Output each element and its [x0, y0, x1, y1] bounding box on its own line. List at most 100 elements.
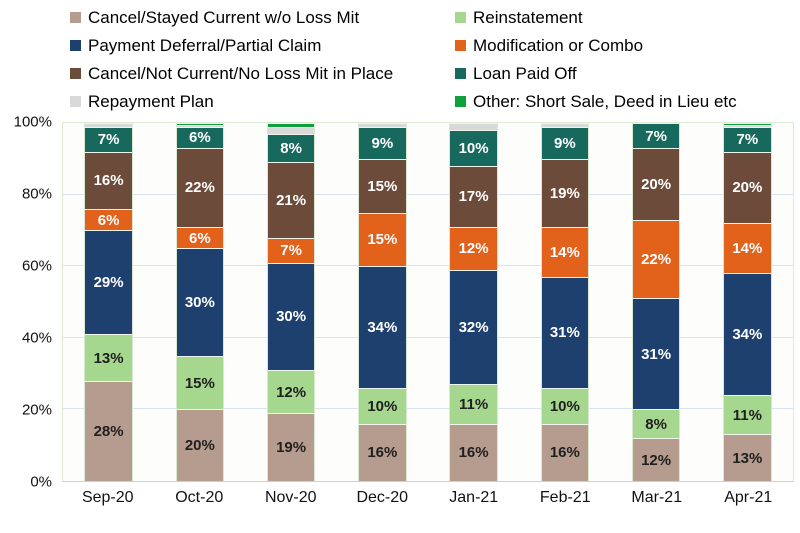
- bar-segment-label: 30%: [184, 294, 215, 312]
- bar-segment: 15%: [358, 158, 407, 213]
- bar-segment-label: 16%: [367, 444, 398, 462]
- bar-segment-label: 16%: [549, 444, 580, 462]
- bar-segment: 12%: [449, 226, 498, 270]
- bar-segment-label: 20%: [732, 179, 763, 197]
- bar-segment: 19%: [266, 412, 316, 481]
- x-axis-tick-label: Sep-20: [81, 489, 134, 506]
- bar-segment: 28%: [84, 380, 133, 481]
- bar-segment-label: 13%: [93, 349, 124, 367]
- bar-segment: 34%: [723, 273, 772, 396]
- bar-segment: 31%: [540, 276, 590, 388]
- bar-segment: 7%: [723, 126, 772, 152]
- bar-segment-label: 28%: [93, 422, 124, 440]
- bar-column-mar-21: 12% 8% 31% 22% 20% 7%: [611, 123, 702, 481]
- bar-segment: 7%: [84, 126, 133, 152]
- bar-segment: [84, 123, 133, 127]
- bar-segment: 10%: [540, 387, 590, 424]
- bar-column-jan-21: 16% 11% 32% 12% 17% 10%: [428, 123, 519, 481]
- bar-segment-label: 22%: [184, 179, 215, 197]
- bar-segment: 16%: [540, 423, 590, 481]
- bar-segment-label: 14%: [732, 240, 763, 258]
- bar-segment: 30%: [266, 262, 316, 371]
- bar-segment: [175, 123, 225, 125]
- bar-segment: 16%: [449, 423, 498, 481]
- legend-swatch-icon: [455, 68, 466, 79]
- bar-segment: 22%: [175, 148, 225, 227]
- x-axis-tick-label: Mar-21: [631, 489, 683, 506]
- bar-segment-label: 6%: [189, 129, 211, 147]
- x-axis-tick-label: Nov-20: [264, 489, 317, 506]
- bar-segment-label: 10%: [549, 397, 580, 415]
- bar-segment: 22%: [631, 219, 681, 299]
- stacked-bar: 16% 11% 32% 12% 17% 10%: [449, 123, 498, 481]
- bar-column-dec-20: 16% 10% 34% 15% 15% 9%: [337, 123, 428, 481]
- bar-segment: 9%: [540, 126, 590, 159]
- bar-segment: 30%: [175, 248, 225, 356]
- bar-segment-label: 17%: [458, 188, 489, 206]
- bar-column-feb-21: 16% 10% 31% 14% 19% 9%: [519, 123, 610, 481]
- bar-segment: 6%: [175, 226, 225, 249]
- bar-segment: [175, 124, 225, 127]
- bars-layer: 28% 13% 29% 6% 16% 7% 20% 15% 30% 6% 22% 6% 19% 12% 30…: [63, 123, 793, 481]
- bar-segment-label: 21%: [276, 192, 307, 209]
- bar-segment-label: 16%: [93, 172, 124, 190]
- bar-segment: 6%: [84, 208, 133, 231]
- bar-segment: 7%: [266, 237, 316, 263]
- bar-segment: 32%: [449, 269, 498, 385]
- bar-segment: 34%: [358, 266, 407, 388]
- bar-column-oct-20: 20% 15% 30% 6% 22% 6%: [154, 123, 245, 481]
- x-axis-tick-label: Dec-20: [356, 489, 409, 506]
- bar-segment-label: 15%: [184, 374, 215, 392]
- bar-segment-label: 34%: [732, 326, 763, 344]
- legend-swatch-icon: [70, 40, 81, 51]
- legend-swatch-icon: [70, 12, 81, 23]
- bar-segment: 20%: [723, 151, 772, 224]
- stacked-bar: 13% 11% 34% 14% 20% 7%: [723, 123, 772, 481]
- bar-segment: 13%: [723, 434, 772, 481]
- plot-area: 28% 13% 29% 6% 16% 7% 20% 15% 30% 6% 22% 6% 19% 12% 30…: [62, 122, 794, 482]
- legend-item: Modification or Combo: [455, 34, 800, 57]
- bar-segment: 8%: [266, 133, 316, 163]
- bar-segment: [358, 123, 407, 127]
- y-gridline: [63, 193, 793, 195]
- bar-segment-label: 6%: [189, 229, 211, 247]
- y-axis-tick-label: 60%: [21, 257, 52, 275]
- bar-segment: [266, 126, 316, 134]
- bar-segment-label: 8%: [280, 140, 302, 158]
- bar-segment-label: 19%: [549, 184, 580, 202]
- stacked-bar: 12% 8% 31% 22% 20% 7%: [631, 123, 681, 481]
- bar-segment: 10%: [449, 130, 498, 166]
- legend-item: Cancel/Stayed Current w/o Loss Mit: [70, 6, 455, 29]
- bar-segment-label: 11%: [459, 396, 489, 414]
- bar-segment: 14%: [540, 226, 590, 277]
- legend-swatch-icon: [455, 12, 466, 23]
- bar-segment-label: 9%: [371, 134, 394, 152]
- y-axis-tick-label: 0%: [30, 473, 52, 491]
- bar-segment: [723, 124, 772, 127]
- bar-segment-label: 11%: [732, 406, 762, 424]
- x-axis-tick-label: Feb-21: [539, 489, 591, 506]
- bar-segment: [540, 123, 590, 127]
- bar-segment-label: 34%: [367, 319, 398, 337]
- bar-segment-label: 12%: [276, 383, 307, 401]
- bar-segment-label: 6%: [97, 211, 120, 229]
- x-axis-tick-label: Jan-21: [449, 489, 499, 506]
- bar-segment: 10%: [358, 387, 407, 424]
- bar-segment: 15%: [175, 355, 225, 410]
- plot-region: 28% 13% 29% 6% 16% 7% 20% 15% 30% 6% 22% 6% 19% 12% 30…: [14, 115, 794, 490]
- bar-segment: 6%: [175, 126, 225, 149]
- y-gridline: [63, 336, 793, 338]
- bar-segment-label: 10%: [458, 140, 489, 158]
- bar-segment: 21%: [266, 162, 316, 238]
- bar-segment: [449, 123, 498, 131]
- bar-segment-label: 19%: [276, 438, 307, 456]
- bar-segment-label: 31%: [641, 345, 672, 363]
- stacked-bar: 28% 13% 29% 6% 16% 7%: [84, 123, 133, 481]
- legend-item: Other: Short Sale, Deed in Lieu etc: [455, 90, 800, 113]
- legend-label: Loan Paid Off: [473, 63, 577, 83]
- bar-segment: 8%: [631, 409, 681, 439]
- legend-swatch-icon: [455, 96, 466, 107]
- bar-segment-label: 30%: [276, 308, 307, 326]
- bar-segment: 12%: [266, 370, 316, 413]
